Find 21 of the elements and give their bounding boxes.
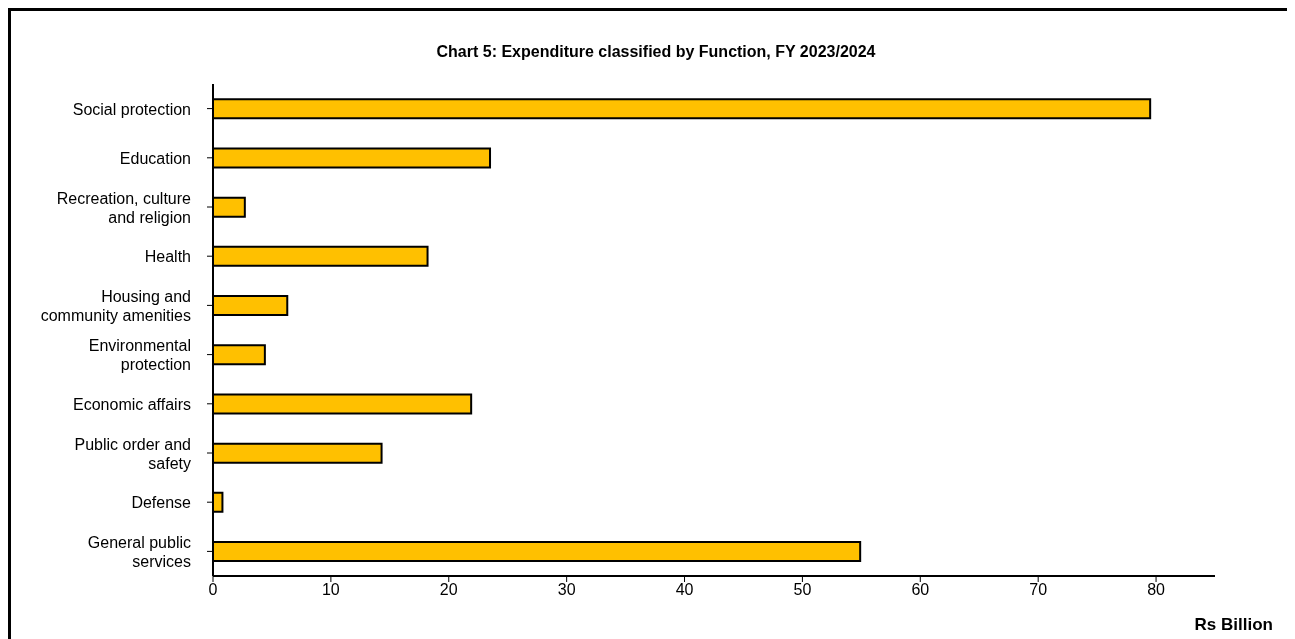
y-tick-label: Economic affairs	[73, 395, 191, 413]
y-tick-label: Education	[119, 149, 191, 167]
y-tick-label: General public services	[87, 533, 191, 570]
x-tick-label: 0	[208, 581, 218, 599]
x-tick-label: 10	[321, 581, 340, 599]
x-axis-title: Rs Billion	[1194, 615, 1273, 634]
y-tick-label: Housing and community amenities	[40, 287, 191, 324]
y-tick-label: Social protection	[72, 100, 191, 118]
x-tick-label: 50	[793, 581, 812, 599]
x-tick-label: 70	[1029, 581, 1048, 599]
x-tick-label: 40	[675, 581, 694, 599]
x-tick-label: 20	[439, 581, 458, 599]
x-tick-label: 80	[1147, 581, 1166, 599]
chart-title: Chart 5: Expenditure classified by Function, FY 2023/2024	[435, 43, 877, 61]
y-tick-label: Public order and safety	[74, 435, 191, 471]
y-tick-label: Health	[144, 247, 191, 265]
y-tick-label: Recreation, culture and religion	[56, 189, 192, 225]
y-tick-label: Environmental protection	[88, 336, 191, 373]
x-tick-label: 30	[557, 581, 576, 599]
y-tick-label: Defense	[131, 493, 192, 511]
x-tick-label: 60	[911, 581, 930, 599]
